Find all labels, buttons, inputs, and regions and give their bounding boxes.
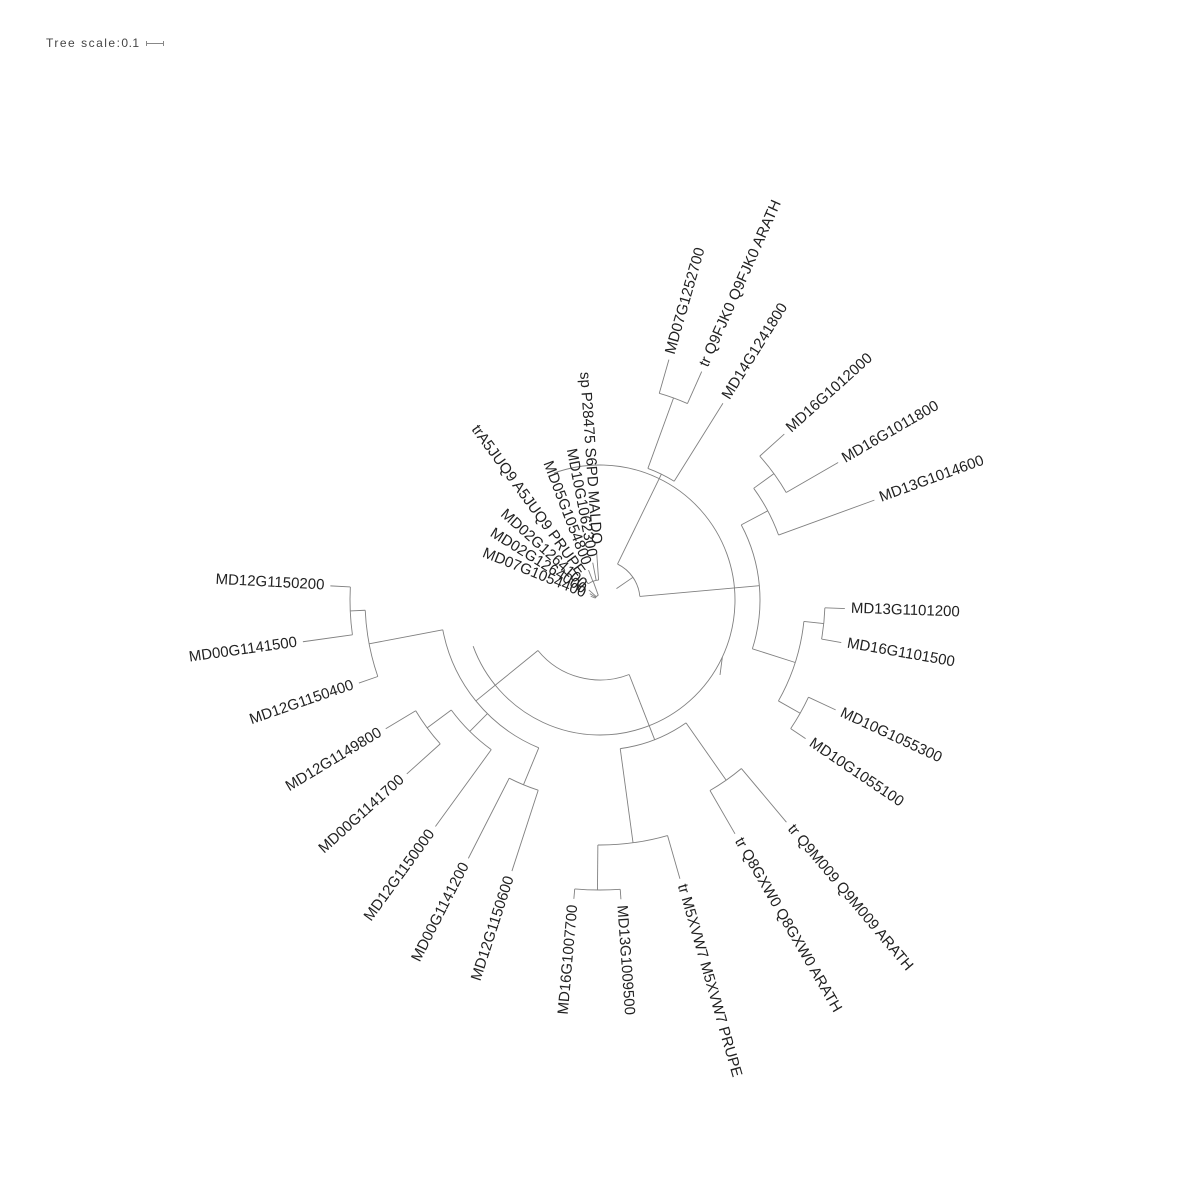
tree-branch	[302, 634, 353, 643]
tree-branch	[511, 790, 539, 872]
tree-branch	[753, 473, 775, 489]
leaf-label: tr M5XVW7 M5XVW7 PRUPE	[674, 882, 745, 1079]
tree-branch	[588, 569, 594, 582]
tree-branch	[803, 620, 824, 624]
tree-scale-bar	[145, 40, 164, 46]
tree-branch	[759, 455, 787, 493]
tree-branch	[778, 499, 875, 536]
leaf-label: MD07G1252700	[662, 246, 709, 356]
tree-branch	[349, 586, 353, 635]
leaf-label: MD12G1149800	[283, 724, 385, 795]
tree-branch	[435, 749, 492, 827]
tree-branch	[597, 835, 668, 846]
leaf-label: MD00G1141200	[408, 860, 473, 965]
tree-branch	[790, 728, 806, 740]
tree-branch	[596, 550, 600, 581]
leaf-label: MD16G1012000	[783, 350, 876, 436]
tree-branch	[364, 610, 379, 677]
tree-branch	[358, 676, 378, 684]
tree-branch	[594, 594, 599, 599]
tree-branch	[589, 593, 596, 598]
tree-branch	[537, 650, 630, 681]
tree-branch	[442, 629, 539, 749]
tree-branch	[741, 768, 787, 823]
leaf-label: MD00G1141500	[188, 634, 298, 666]
tree-branch	[687, 371, 703, 404]
tree-branch	[628, 674, 641, 703]
leaf-label: MD16G1011800	[839, 397, 942, 466]
tree-branch	[778, 700, 801, 714]
leaf-label: MD12G1150600	[468, 874, 518, 983]
tree-branch	[523, 747, 540, 785]
leaf-label: tr Q9FJK0 Q9FJK0 ARATH	[696, 197, 785, 369]
tree-branch	[584, 578, 589, 585]
tree-branch	[426, 709, 452, 729]
tree-branch	[469, 713, 488, 732]
tree-branch	[475, 678, 504, 702]
tree-branch	[592, 581, 599, 596]
tree-branch	[658, 359, 670, 394]
tree-branch	[639, 585, 760, 597]
tree-scale: Tree scale: 0.1	[46, 36, 164, 50]
tree-branch	[719, 656, 723, 676]
tree-branches	[302, 359, 875, 900]
tree-branch	[467, 777, 510, 859]
tree-branch	[667, 835, 681, 879]
leaf-label: MD12G1150000	[361, 826, 439, 924]
tree-branch	[616, 576, 634, 590]
tree-branch	[472, 464, 736, 736]
leaf-label: MD13G1101200	[851, 600, 960, 621]
leaf-label: MD16G1101500	[846, 635, 956, 671]
tree-branch	[785, 462, 839, 493]
leaf-label: MD16G1007700	[555, 904, 582, 1015]
tree-branch	[502, 650, 539, 680]
tree-branch	[592, 562, 597, 581]
tree-branch	[741, 510, 768, 526]
tree-scale-value: 0.1	[121, 36, 140, 50]
leaf-label: MD12G1150200	[215, 571, 325, 594]
leaf-label: MD00G1141700	[315, 771, 407, 857]
tree-branch	[647, 468, 675, 482]
tree-branch	[808, 696, 836, 711]
tree-branch	[647, 397, 674, 469]
tree-branch	[759, 433, 785, 457]
leaf-label: MD12G1150400	[247, 676, 356, 728]
leaf-label: MD13G1009500	[613, 905, 638, 1016]
leaf-label: MD10G1055100	[806, 735, 907, 811]
tree-branch	[778, 621, 805, 702]
tree-branch	[709, 790, 736, 835]
tree-branch	[369, 629, 443, 645]
tree-branch	[330, 585, 351, 588]
tree-branch	[685, 722, 727, 781]
tree-branch	[619, 889, 622, 900]
tree-branch	[406, 743, 441, 775]
tree-branch	[385, 710, 416, 730]
tree-branch	[673, 403, 724, 482]
tree-branch	[821, 638, 842, 643]
tree-branch	[639, 702, 656, 740]
tree-branch	[619, 748, 634, 843]
tree-branch	[350, 609, 366, 612]
leaf-label: MD10G1055300	[838, 704, 945, 766]
tree-branch	[588, 589, 597, 597]
tree-branch	[617, 473, 662, 565]
tree-branch	[590, 595, 596, 599]
tree-branch	[573, 888, 576, 899]
tree-scale-label: Tree scale:	[46, 36, 122, 50]
tree-branch	[659, 392, 688, 405]
leaf-label: MD13G1014600	[877, 452, 986, 506]
tree-branch	[824, 607, 845, 609]
tree-branch	[752, 648, 796, 663]
